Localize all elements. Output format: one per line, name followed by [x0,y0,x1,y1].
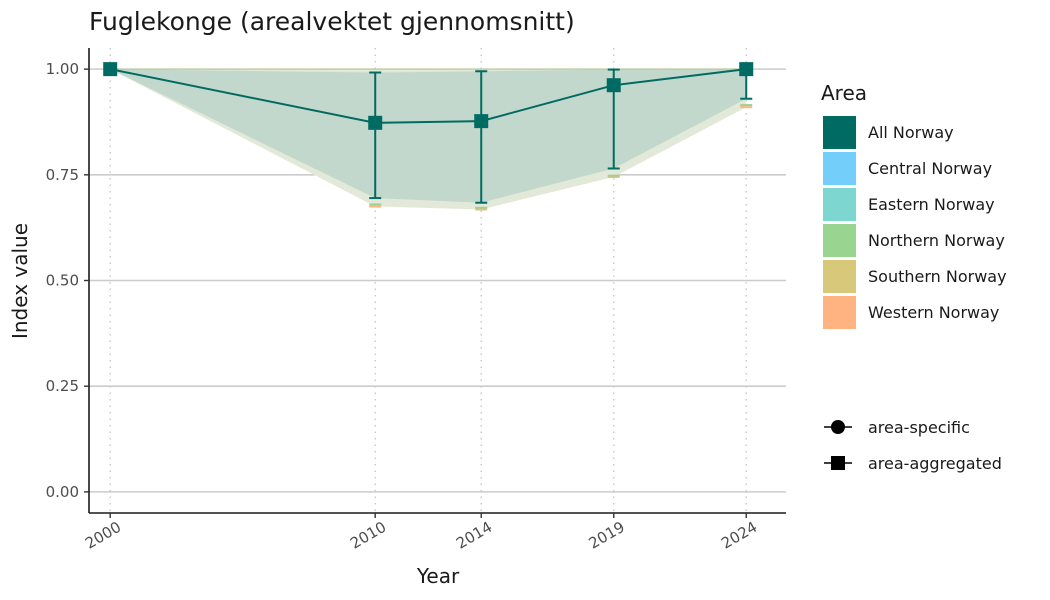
y-tick-label-3: 0.75 [46,166,79,184]
legend-label-3: Northern Norway [868,231,1005,250]
y-tick-label-4: 1.00 [46,60,79,78]
legend: Area All Norway Central Norway Eastern Nor… [821,81,1007,473]
y-tick-label-2: 0.50 [46,272,79,290]
x-tick-label-2: 2014 [453,518,495,553]
legend-swatch-2 [823,188,856,221]
x-tick-label-0: 2000 [82,518,124,553]
legend-swatch-3 [823,224,856,257]
legend-shape-label-0: area-specific [868,418,970,437]
y-tick-label-1: 0.25 [46,377,79,395]
plot-area: 0.00 0.25 0.50 0.75 1.00 2000 2010 2014 2019 2024 [46,48,786,553]
legend-label-0: All Norway [868,123,954,142]
legend-swatch-4 [823,260,856,293]
legend-circle-marker [831,420,845,434]
legend-label-5: Western Norway [868,303,999,322]
y-axis-label: Index value [8,223,32,339]
x-axis-label: Year [416,564,460,588]
y-tick-label-0: 0.00 [46,483,79,501]
x-tick-label-4: 2024 [718,518,760,553]
x-tick-label-1: 2010 [347,518,389,553]
data-point-0 [103,62,118,77]
legend-shape-label-1: area-aggregated [868,454,1002,473]
legend-swatch-0 [823,116,856,149]
x-tick-label-3: 2019 [586,518,628,553]
legend-square-marker [831,456,845,470]
data-point-3 [606,78,621,93]
chart-title: Fuglekonge (arealvektet gjennomsnitt) [89,7,575,36]
band-inner [110,69,747,203]
legend-label-2: Eastern Norway [868,195,995,214]
legend-title: Area [821,81,867,105]
legend-label-1: Central Norway [868,159,992,178]
data-point-4 [739,62,754,77]
legend-swatch-5 [823,296,856,329]
data-point-2 [474,114,489,129]
legend-swatch-1 [823,152,856,185]
legend-label-4: Southern Norway [868,267,1007,286]
data-point-1 [368,115,383,130]
